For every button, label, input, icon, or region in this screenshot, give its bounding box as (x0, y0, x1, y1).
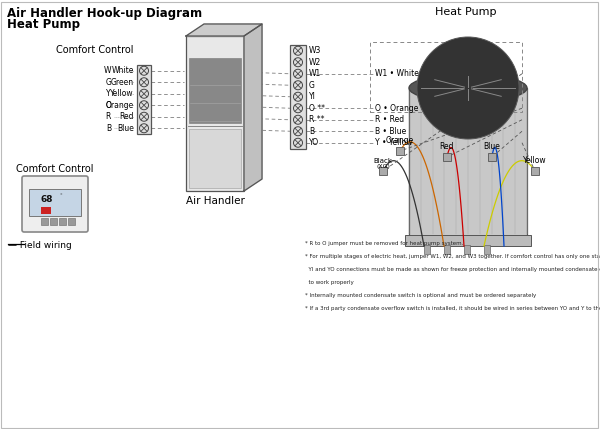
Text: Y: Y (106, 89, 111, 98)
Bar (409, 88, 527, 236)
Text: W1: W1 (309, 69, 321, 78)
Circle shape (139, 112, 149, 121)
Text: Green: Green (111, 78, 134, 87)
Bar (370, 42, 522, 112)
Circle shape (139, 66, 149, 75)
Text: G: G (309, 81, 315, 90)
Circle shape (139, 89, 149, 98)
Bar (379, 167, 387, 175)
Text: Red: Red (186, 112, 200, 121)
Text: Red: Red (119, 112, 134, 121)
Text: W2: W2 (309, 58, 321, 67)
Text: B • Blue: B • Blue (375, 127, 406, 136)
Bar (488, 153, 496, 161)
Text: Blue: Blue (484, 142, 500, 151)
Text: Comfort Control: Comfort Control (56, 45, 134, 55)
Polygon shape (186, 24, 262, 36)
Bar (443, 153, 451, 161)
Text: 68: 68 (41, 196, 53, 205)
Text: White: White (112, 66, 134, 75)
Text: O **: O ** (309, 104, 325, 113)
Circle shape (139, 78, 149, 87)
Text: Orange: Orange (106, 101, 134, 110)
Bar (29, 189, 81, 216)
Text: YI: YI (309, 92, 316, 101)
Bar (50, 218, 57, 225)
Text: B: B (106, 124, 111, 133)
Circle shape (139, 124, 149, 133)
Circle shape (293, 104, 302, 113)
Text: Heat Pump: Heat Pump (435, 7, 497, 17)
Bar (189, 129, 241, 188)
Circle shape (139, 101, 149, 110)
Text: YO: YO (309, 138, 319, 147)
Circle shape (293, 81, 302, 90)
Bar (424, 245, 430, 254)
Bar (405, 235, 531, 246)
Text: Orange: Orange (386, 136, 414, 145)
Circle shape (293, 46, 302, 55)
Text: O: O (105, 101, 111, 110)
Text: * Internally mounted condensate switch is optional and must be ordered separatel: * Internally mounted condensate switch i… (305, 293, 536, 298)
Text: Orange: Orange (186, 101, 214, 110)
Bar (396, 147, 404, 155)
Circle shape (293, 58, 302, 67)
Bar (531, 167, 539, 175)
Text: R: R (106, 112, 111, 121)
Bar (484, 245, 490, 254)
Text: Blue: Blue (117, 124, 134, 133)
Circle shape (417, 37, 519, 139)
Text: W1 • White: W1 • White (375, 69, 419, 78)
Text: W3: W3 (309, 46, 322, 55)
Circle shape (293, 92, 302, 101)
Polygon shape (244, 24, 262, 191)
Text: * For multiple stages of electric heat, jumper W1, W2, and W3 together. If comfo: * For multiple stages of electric heat, … (305, 254, 600, 259)
Circle shape (293, 69, 302, 78)
Bar (444, 245, 450, 254)
Text: Comfort Control: Comfort Control (16, 164, 94, 174)
Bar (59, 218, 66, 225)
Text: Heat Pump: Heat Pump (7, 18, 80, 31)
Bar (186, 36, 244, 191)
Text: Yellow: Yellow (110, 89, 134, 98)
Text: Air Handler: Air Handler (185, 196, 244, 206)
Bar (189, 58, 241, 123)
Text: W: W (104, 66, 111, 75)
Circle shape (293, 127, 302, 136)
Bar (41, 218, 48, 225)
Text: R **: R ** (309, 115, 325, 124)
FancyBboxPatch shape (22, 176, 88, 232)
Text: — Field wiring: — Field wiring (8, 241, 72, 250)
Text: O • Orange: O • Orange (375, 104, 418, 113)
Text: Black: Black (373, 158, 392, 164)
Text: * If a 3rd party condensate overflow switch is installed, it should be wired in : * If a 3rd party condensate overflow swi… (305, 306, 600, 311)
Text: Yellow: Yellow (186, 89, 209, 98)
Text: (XG): (XG) (376, 164, 390, 169)
Text: G: G (105, 78, 111, 87)
Text: White: White (186, 66, 208, 75)
Bar (290, 45, 306, 148)
Text: Yellow: Yellow (523, 156, 547, 165)
Bar (464, 245, 470, 254)
Text: Air Handler Hook-up Diagram: Air Handler Hook-up Diagram (7, 7, 202, 20)
Circle shape (293, 115, 302, 124)
Text: Green: Green (186, 78, 209, 87)
Text: * R to O jumper must be removed for heat pump system.: * R to O jumper must be removed for heat… (305, 241, 463, 246)
Text: °: ° (59, 193, 62, 199)
Bar (137, 65, 151, 134)
Bar (41, 207, 51, 214)
Circle shape (293, 138, 302, 147)
Ellipse shape (409, 74, 527, 102)
Text: YI and YO connections must be made as shown for freeze protection and internally: YI and YO connections must be made as sh… (305, 267, 600, 272)
Bar (68, 218, 75, 225)
Text: Red: Red (440, 142, 454, 151)
Text: R • Red: R • Red (375, 115, 404, 124)
Text: Y • Yellow: Y • Yellow (375, 138, 413, 147)
Text: to work properly: to work properly (305, 280, 354, 285)
Text: Blue: Blue (186, 124, 203, 133)
Text: B: B (309, 127, 314, 136)
